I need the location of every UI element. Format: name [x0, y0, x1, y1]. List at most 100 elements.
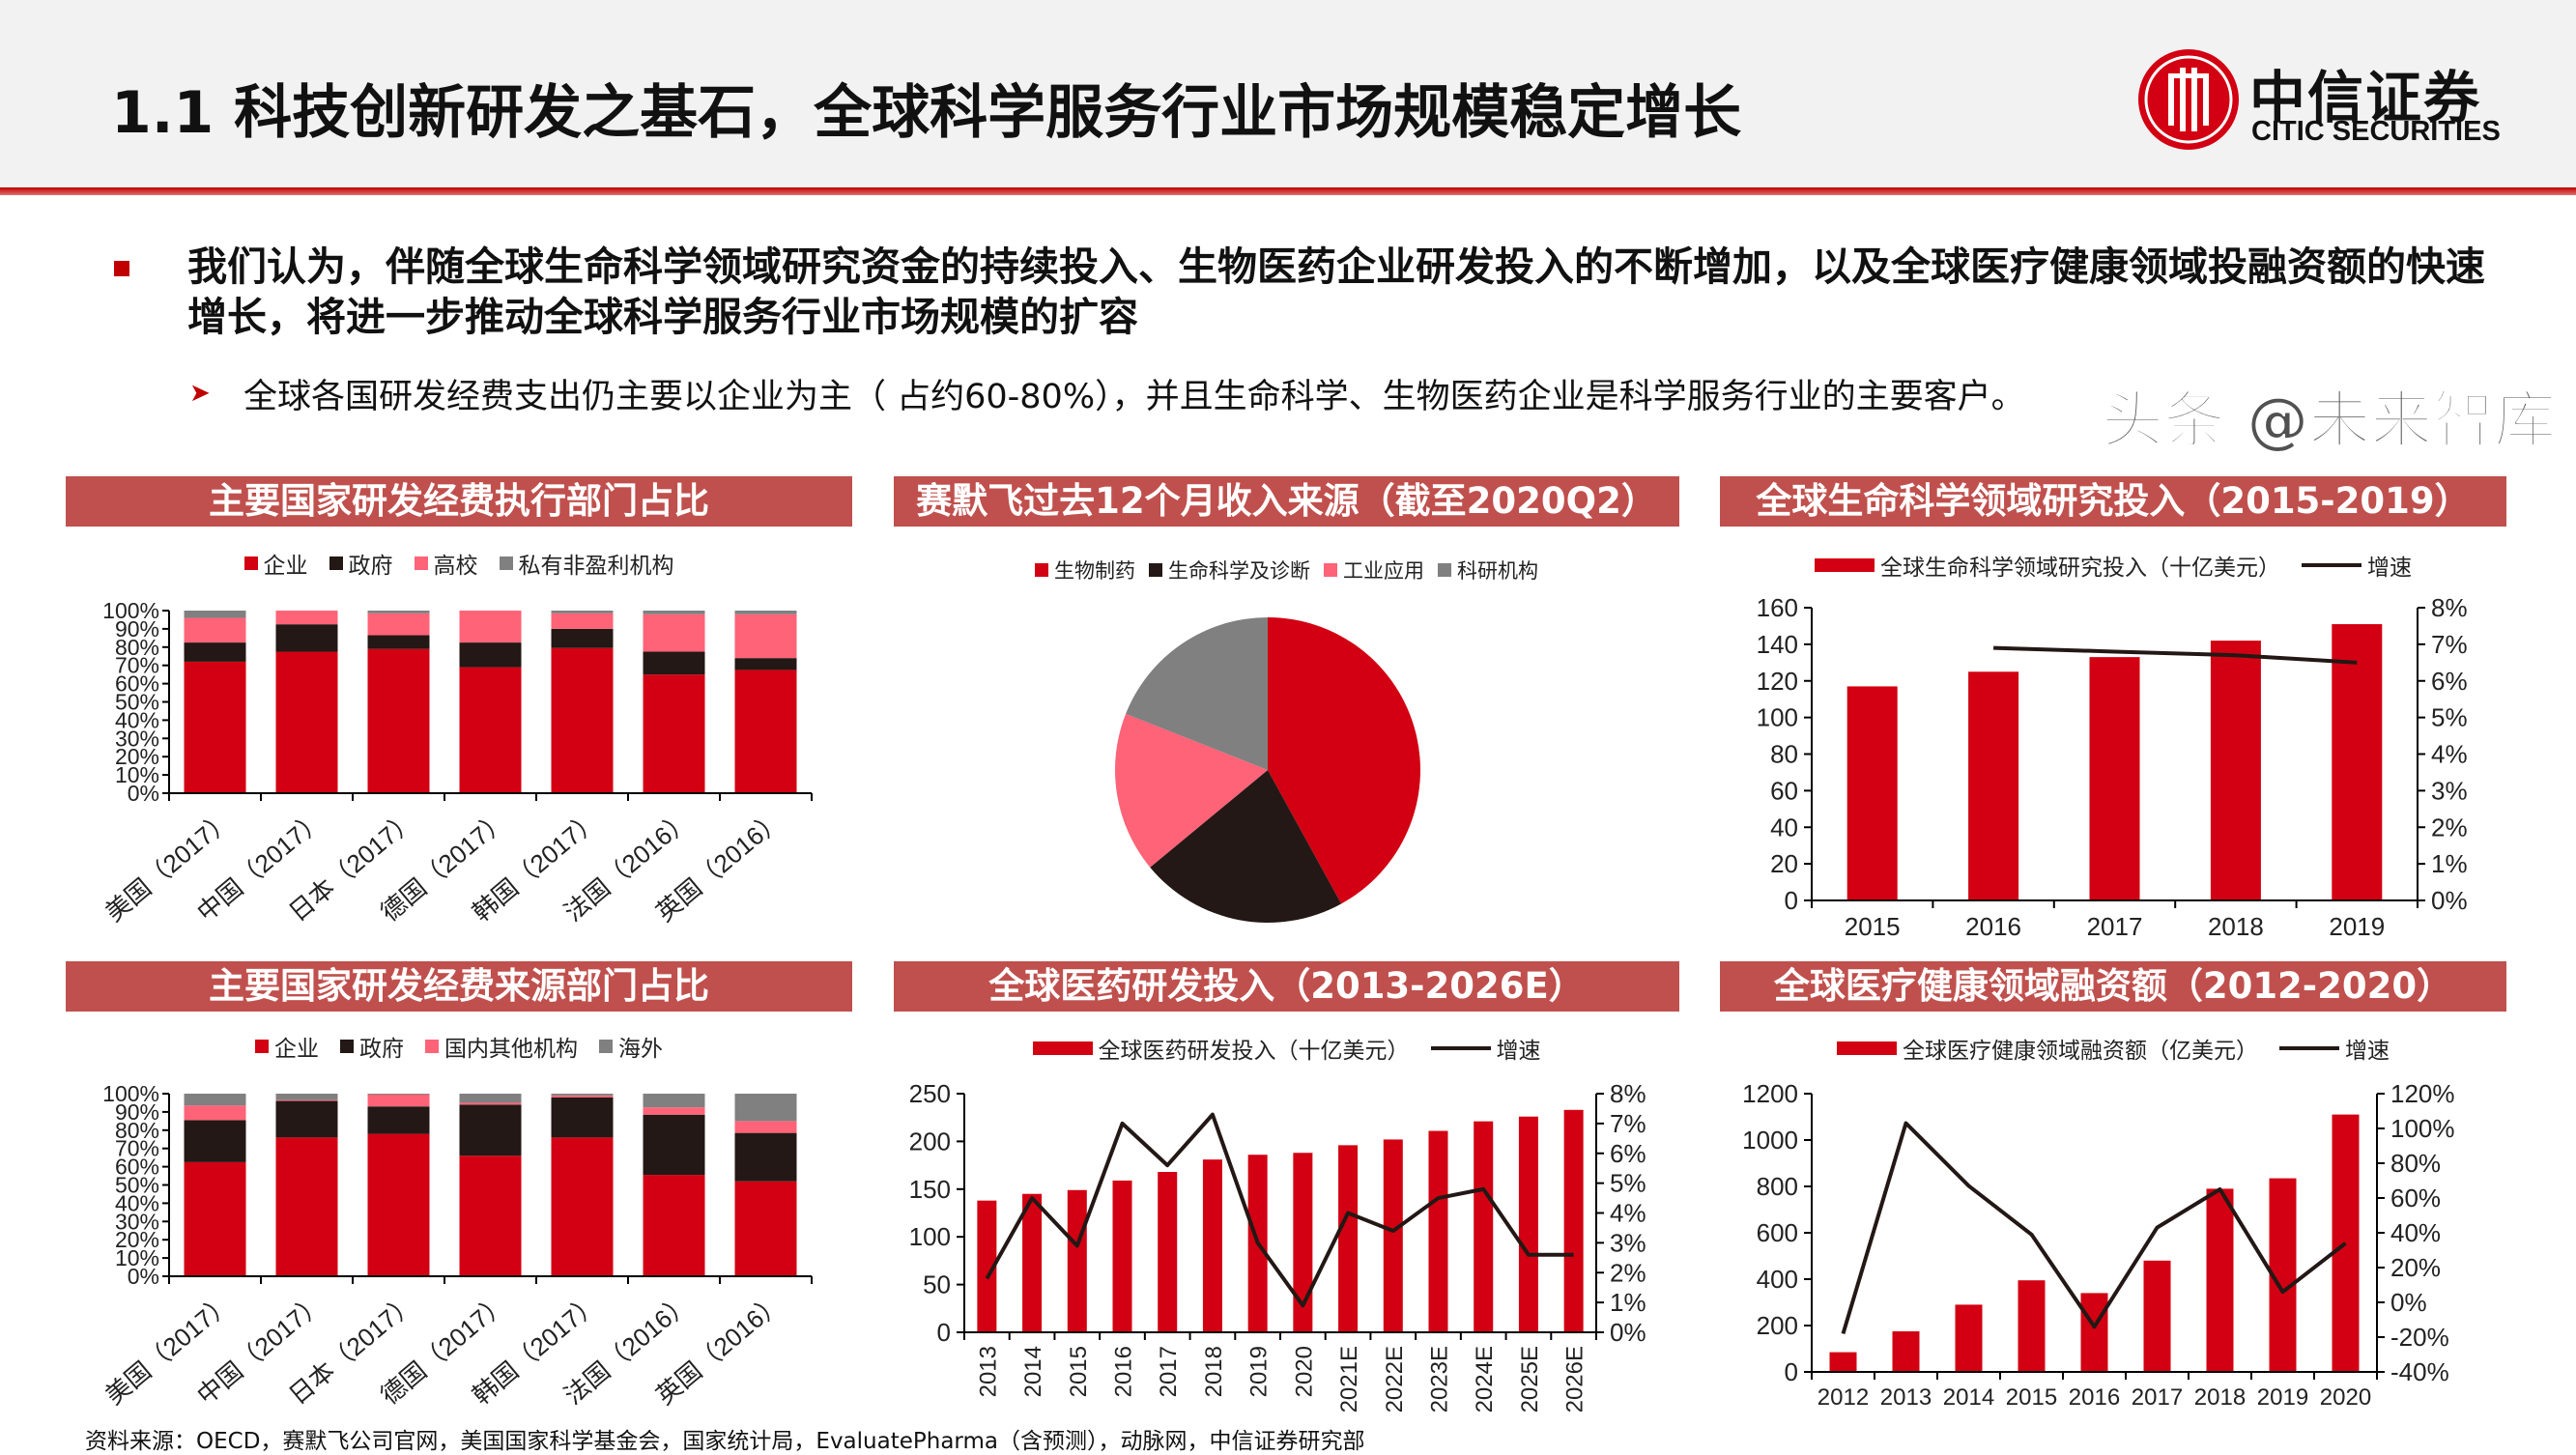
y2-tick-label: 5%	[2431, 703, 2468, 732]
legend-item: 增速	[1430, 1032, 1541, 1065]
legend-6: 全球医疗健康领域融资额（亿美元） 增速	[1720, 1032, 2506, 1065]
legend-item: 高校	[414, 547, 478, 580]
bar-segment	[367, 1094, 430, 1095]
x-tick-label: 2024E	[1472, 1346, 1498, 1412]
bar-segment	[275, 624, 338, 652]
bar-segment	[551, 611, 614, 613]
bar-segment	[367, 1094, 430, 1107]
legend-item: 企业	[255, 1030, 319, 1063]
watermark: 头条 @未来智库	[2101, 385, 2557, 457]
legend-item: 政府	[329, 547, 393, 580]
y-tick-label: 50%	[115, 1173, 159, 1198]
x-tick-label: 2020	[2320, 1384, 2371, 1411]
bar-segment	[734, 1132, 797, 1182]
x-tick-label: 2015	[2006, 1384, 2057, 1411]
y-tick-label: 600	[1757, 1218, 1798, 1247]
x-tick-label: 2021E	[1336, 1346, 1362, 1412]
source-note: 资料来源：OECD，赛默飞公司官网，美国国家科学基金会，国家统计局，Evalua…	[85, 1429, 1365, 1454]
sub-bullet: 全球各国研发经费支出仍主要以企业为主（ 占约60-80%），并且生命科学、生物医…	[243, 378, 2025, 416]
legend-item: 工业应用	[1324, 556, 1424, 585]
citic-emblem-icon	[2138, 49, 2239, 150]
y-tick-label: 120	[1757, 667, 1798, 696]
bar	[1158, 1172, 1178, 1332]
bar-segment	[734, 1094, 797, 1122]
bar	[1202, 1159, 1222, 1332]
y-tick-label: 40%	[115, 1190, 159, 1215]
bar-segment	[551, 1097, 614, 1138]
bar-segment	[367, 1106, 430, 1134]
bar-segment	[643, 674, 705, 793]
x-tick-label: 2026E	[1562, 1346, 1589, 1412]
y-tick-label: 800	[1757, 1172, 1798, 1201]
bar-segment	[551, 1137, 614, 1276]
chart-title-3: 全球生命科学领域研究投入（2015-2019）	[1720, 476, 2506, 527]
legend-item: 企业	[243, 547, 308, 580]
x-tick-label: 2019	[1246, 1346, 1273, 1397]
legend-5: 全球医药研发投入（十亿美元） 增速	[894, 1032, 1679, 1065]
bar-segment	[459, 667, 522, 793]
bar	[977, 1200, 997, 1332]
bar	[1338, 1145, 1359, 1332]
x-tick-label: 2016	[1965, 912, 2021, 941]
x-tick-label: 2017	[1156, 1346, 1182, 1397]
y-tick-label: 10%	[115, 1245, 159, 1270]
y2-tick-label: 20%	[2390, 1253, 2441, 1282]
pie-slice	[1150, 770, 1342, 923]
y-tick-label: 400	[1757, 1265, 1798, 1294]
y2-tick-label: 100%	[2390, 1114, 2455, 1143]
bar-segment	[367, 1133, 430, 1276]
bar-segment	[643, 611, 705, 614]
bar-segment	[734, 611, 797, 614]
pie-slice	[1268, 617, 1420, 904]
bar-segment	[275, 1100, 338, 1138]
bar-segment	[643, 651, 705, 675]
y-tick-label: 100	[1757, 703, 1798, 732]
bar	[1892, 1331, 1920, 1372]
y-tick-label: 90%	[115, 1099, 159, 1125]
x-tick-label: 2016	[2069, 1384, 2120, 1411]
y-tick-label: 100	[909, 1222, 951, 1251]
y2-tick-label: 40%	[2390, 1218, 2441, 1247]
bar-segment	[184, 617, 246, 643]
legend-1: 企业 政府 高校 私有非盈利机构	[66, 547, 852, 580]
y2-tick-label: 2%	[1610, 1258, 1646, 1287]
legend-item: 海外	[599, 1030, 663, 1063]
legend-item: 国内其他机构	[425, 1030, 578, 1063]
bar	[1829, 1352, 1857, 1372]
x-tick-label: 2023E	[1427, 1346, 1453, 1412]
bar	[2210, 641, 2261, 900]
legend-item: 全球医药研发投入（十亿美元）	[1032, 1032, 1410, 1065]
y2-tick-label: 0%	[2390, 1288, 2427, 1317]
y2-tick-label: 2%	[2431, 813, 2468, 842]
pie-slice	[1126, 617, 1268, 770]
x-tick-label: 2014	[1943, 1384, 1994, 1411]
bar-segment	[643, 613, 705, 652]
bar-segment	[551, 613, 614, 629]
legend-item: 私有非盈利机构	[499, 547, 674, 580]
bar-segment	[734, 658, 797, 670]
x-tick-label: 2018	[2208, 912, 2264, 941]
y-tick-label: 0%	[128, 1264, 159, 1289]
bar-segment	[459, 1155, 522, 1276]
bar	[2332, 624, 2383, 900]
bar	[2206, 1188, 2234, 1372]
legend-item: 全球医疗健康领域融资额（亿美元）	[1837, 1032, 2258, 1065]
y2-tick-label: -40%	[2390, 1357, 2449, 1386]
y-tick-label: 0	[937, 1318, 951, 1347]
y-tick-label: 30%	[115, 1209, 159, 1234]
x-tick-label: 2012	[1818, 1384, 1869, 1411]
bar-segment	[643, 1114, 705, 1176]
main-bullet: 我们认为，伴随全球生命科学领域研究资金的持续投入、生物医药企业研发投入的不断增加…	[187, 243, 2485, 340]
y2-tick-label: 60%	[2390, 1184, 2441, 1212]
y-tick-label: 200	[909, 1127, 951, 1155]
y-tick-label: 40%	[115, 707, 159, 732]
chart-title-2: 赛默飞过去12个月收入来源（截至2020Q2）	[894, 476, 1679, 527]
y2-tick-label: 7%	[2431, 630, 2468, 659]
bar	[1112, 1180, 1132, 1332]
x-tick-label: 2019	[2257, 1384, 2308, 1411]
bar-segment	[734, 1181, 797, 1276]
y-tick-label: 40	[1770, 813, 1798, 842]
y2-tick-label: 4%	[2431, 740, 2468, 769]
y-tick-label: 20%	[115, 1227, 159, 1252]
y-tick-label: 200	[1757, 1311, 1798, 1340]
